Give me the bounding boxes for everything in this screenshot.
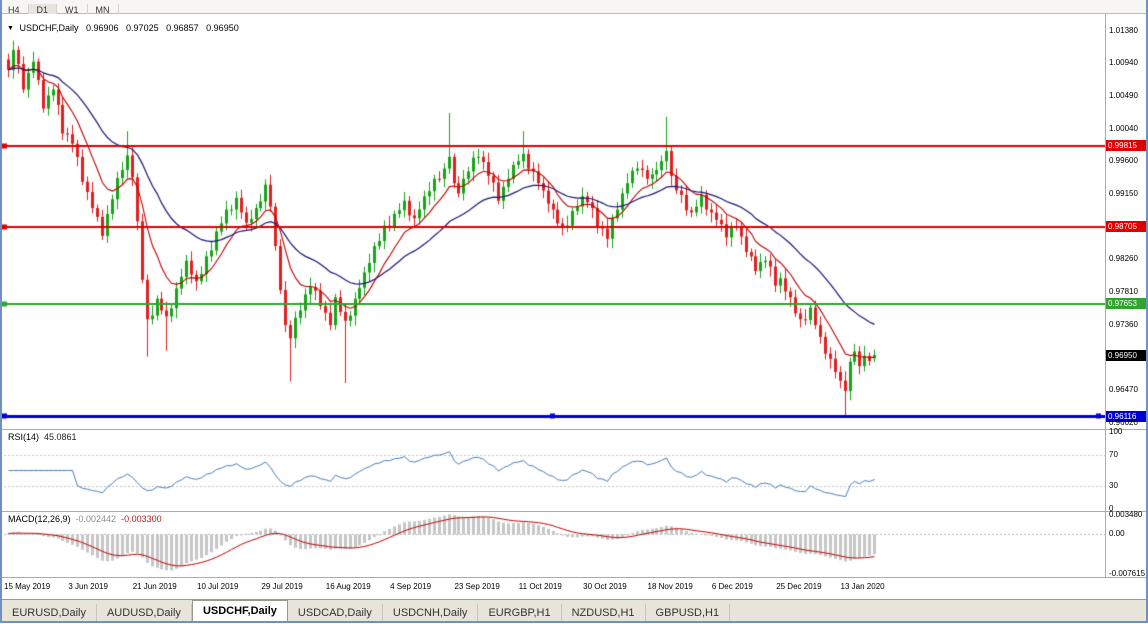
price-axis-label: 0.97360 xyxy=(1109,320,1138,330)
timeframe-tab-w1[interactable]: W1 xyxy=(57,4,88,17)
chart-tab-usdcnh[interactable]: USDCNH,Daily xyxy=(383,604,479,623)
macd-name: MACD(12,26,9) xyxy=(8,514,71,524)
rsi-value: 45.0861 xyxy=(44,432,77,442)
price-axis-label: 0.96470 xyxy=(1109,385,1138,395)
price-badge-green: 0.97653 xyxy=(1106,298,1147,310)
window-frame-right xyxy=(1146,0,1148,623)
chart-high-value: 0.97025 xyxy=(126,23,159,33)
time-axis-label: 30 Oct 2019 xyxy=(583,582,627,591)
price-axis-label: 0.99600 xyxy=(1109,156,1138,166)
chart-open-value: 0.96906 xyxy=(85,23,119,33)
price-badge-red: 0.99815 xyxy=(1106,140,1147,152)
rsi-axis-label: 0 xyxy=(1109,504,1114,513)
macd-axis-label: 0.003480 xyxy=(1109,510,1143,519)
chart-marker-icon: ▼ xyxy=(7,25,14,32)
time-axis-label: 4 Sep 2019 xyxy=(390,582,432,591)
timeframe-tab-h4[interactable]: H4 xyxy=(0,4,29,17)
time-axis-label: 21 Jun 2019 xyxy=(132,582,177,591)
time-axis-label: 25 Dec 2019 xyxy=(776,582,822,591)
chart-tab-nzdusd[interactable]: NZDUSD,H1 xyxy=(562,604,646,623)
time-axis-label: 18 Nov 2019 xyxy=(647,582,693,591)
main-chart-canvas[interactable] xyxy=(0,14,1105,429)
macd-axis-label: -0.007615 xyxy=(1109,569,1146,578)
price-axis-separator xyxy=(1105,14,1106,577)
price-badge-red: 0.98705 xyxy=(1106,221,1147,233)
timeframe-tab-d1[interactable]: D1 xyxy=(28,4,58,17)
timeframe-tab-mn[interactable]: MN xyxy=(88,4,119,17)
time-axis-label: 10 Jul 2019 xyxy=(197,582,239,591)
rsi-name: RSI(14) xyxy=(8,432,40,442)
macd-panel-separator[interactable] xyxy=(0,511,1148,512)
price-axis-label: 1.00490 xyxy=(1109,91,1138,101)
price-badge-black: 0.96950 xyxy=(1106,349,1147,361)
chart-tab-usdchf[interactable]: USDCHF,Daily xyxy=(191,600,288,622)
time-axis-label: 6 Dec 2019 xyxy=(711,582,753,591)
price-axis-label: 1.00040 xyxy=(1109,124,1138,134)
time-axis-label: 11 Oct 2019 xyxy=(518,582,562,591)
macd-main-value: -0.002442 xyxy=(75,514,117,524)
rsi-label: RSI(14) 45.0861 xyxy=(8,432,82,442)
chart-low-value: 0.96857 xyxy=(166,23,199,33)
time-axis-label: 16 Aug 2019 xyxy=(325,582,371,591)
time-axis-label: 29 Jul 2019 xyxy=(261,582,303,591)
macd-signal-value: -0.003300 xyxy=(121,514,162,524)
window-frame-bottom xyxy=(0,621,1148,623)
rsi-axis-label: 100 xyxy=(1109,427,1123,436)
chart-tab-bar: EURUSD,Daily AUDUSD,Daily USDCHF,Daily USDC… xyxy=(0,599,1148,623)
time-axis-label: 3 Jun 2019 xyxy=(68,582,108,591)
window-frame-left xyxy=(0,0,2,623)
chart-tab-audusd[interactable]: AUDUSD,Daily xyxy=(97,604,192,623)
rsi-panel-canvas[interactable] xyxy=(0,430,1105,511)
time-axis-label: 15 May 2019 xyxy=(4,582,51,591)
time-axis-label: 23 Sep 2019 xyxy=(454,582,500,591)
macd-label: MACD(12,26,9) -0.002442 -0.003300 xyxy=(8,514,167,524)
chart-tab-usdcad[interactable]: USDCAD,Daily xyxy=(288,604,383,623)
time-axis-separator xyxy=(0,577,1148,578)
chart-title: ▼ USDCHF,Daily 0.96906 0.97025 0.96857 0… xyxy=(7,23,244,33)
macd-panel-canvas[interactable] xyxy=(0,512,1105,577)
time-axis-label: 13 Jan 2020 xyxy=(840,582,885,591)
price-axis-label: 1.01380 xyxy=(1109,26,1138,36)
price-axis-label: 0.99150 xyxy=(1109,189,1138,199)
chart-close-value: 0.96950 xyxy=(206,23,239,33)
rsi-panel-separator[interactable] xyxy=(0,429,1148,430)
price-badge-blue: 0.96116 xyxy=(1106,410,1147,422)
rsi-axis-label: 70 xyxy=(1109,450,1118,460)
chart-tab-eurgbp[interactable]: EURGBP,H1 xyxy=(478,604,562,623)
macd-axis-label: 0.00 xyxy=(1109,528,1125,538)
chart-tab-eurusd[interactable]: EURUSD,Daily xyxy=(2,604,97,623)
price-axis-label: 0.98260 xyxy=(1109,254,1138,264)
chart-symbol-label: USDCHF,Daily xyxy=(19,23,79,33)
timeframe-toolbar: H4 D1 W1 MN xyxy=(0,0,1148,17)
price-axis-label: 0.96020 xyxy=(1109,418,1138,428)
chart-tab-gbpusd[interactable]: GBPUSD,H1 xyxy=(646,604,731,623)
price-axis-label: 0.97810 xyxy=(1109,287,1138,297)
price-axis-label: 1.00940 xyxy=(1109,58,1138,68)
rsi-axis-label: 30 xyxy=(1109,480,1118,490)
